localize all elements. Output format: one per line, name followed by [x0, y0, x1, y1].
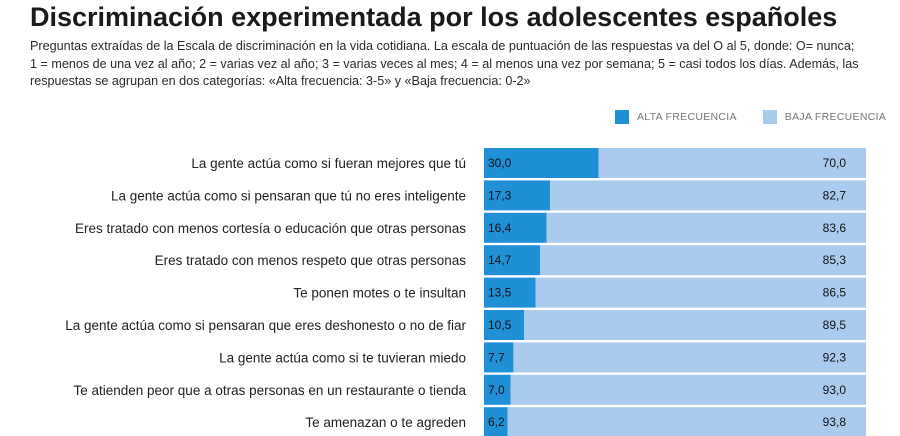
chart-subtitle: Preguntas extraídas de la Escala de disc…: [30, 39, 859, 88]
data-label-alta: 30,0: [488, 156, 512, 170]
data-label-baja: 85,3: [823, 253, 847, 267]
bar-alta-frecuencia: [484, 342, 514, 373]
bar-baja-frecuencia: [540, 245, 866, 276]
bar-alta-frecuencia: [484, 212, 547, 243]
bar-alta-frecuencia: [484, 407, 508, 436]
bar-alta-frecuencia: [484, 148, 599, 178]
category-label: Eres tratado con menos cortesía o educac…: [75, 221, 466, 236]
category-label: La gente actúa como si pensaran que tú n…: [111, 188, 466, 203]
data-label-baja: 82,7: [823, 188, 847, 202]
data-label-alta: 7,0: [488, 383, 505, 397]
data-label-alta: 14,7: [488, 253, 512, 267]
data-label-baja: 89,5: [823, 318, 847, 332]
bar-baja-frecuencia: [524, 310, 866, 340]
bar-alta-frecuencia: [484, 245, 541, 276]
category-label: La gente actúa como si fueran mejores qu…: [191, 156, 466, 171]
legend-label-alta: ALTA FRECUENCIA: [637, 111, 737, 123]
legend-label-baja: BAJA FRECUENCIA: [784, 111, 887, 123]
data-label-alta: 17,3: [488, 188, 512, 202]
bar-baja-frecuencia: [507, 407, 866, 436]
data-label-baja: 92,3: [823, 350, 847, 364]
bar-baja-frecuencia: [550, 180, 866, 211]
category-label: La gente actúa como si te tuvieran miedo: [219, 350, 466, 365]
data-label-baja: 86,5: [823, 286, 847, 300]
bar-baja-frecuencia: [513, 342, 866, 373]
bar-baja-frecuencia: [535, 277, 866, 308]
bar-alta-frecuencia: [484, 374, 511, 405]
legend-swatch-baja: [762, 110, 777, 124]
legend-item-baja: BAJA FRECUENCIA: [762, 110, 887, 124]
legend-item-alta: ALTA FRECUENCIA: [615, 110, 737, 124]
bar-baja-frecuencia: [598, 148, 866, 178]
chart-title: Discriminación experimentada por los ado…: [30, 2, 838, 32]
category-label: Te atienden peor que a otras personas en…: [73, 383, 466, 398]
data-label-alta: 16,4: [488, 221, 512, 235]
legend: ALTA FRECUENCIA BAJA FRECUENCIA: [615, 110, 886, 124]
bar-baja-frecuencia: [510, 374, 866, 405]
bar-baja-frecuencia: [546, 212, 866, 243]
legend-swatch-alta: [615, 110, 629, 124]
data-label-baja: 70,0: [823, 156, 847, 170]
category-label: Eres tratado con menos respeto que otras…: [155, 253, 467, 268]
category-label: Te ponen motes o te insultan: [293, 286, 466, 301]
bar-alta-frecuencia: [484, 180, 551, 211]
data-label-baja: 83,6: [823, 221, 847, 235]
category-label: Te amenazan o te agreden: [305, 415, 466, 430]
data-label-baja: 93,8: [823, 415, 847, 429]
data-label-alta: 10,5: [488, 318, 512, 332]
bar-alta-frecuencia: [484, 277, 536, 308]
category-label: La gente actúa como si pensaran que eres…: [65, 318, 466, 333]
bar-alta-frecuencia: [484, 310, 525, 340]
data-label-alta: 6,2: [488, 415, 505, 429]
data-label-alta: 13,5: [488, 286, 512, 300]
data-label-baja: 93,0: [823, 383, 847, 397]
data-label-alta: 7,7: [488, 350, 505, 364]
